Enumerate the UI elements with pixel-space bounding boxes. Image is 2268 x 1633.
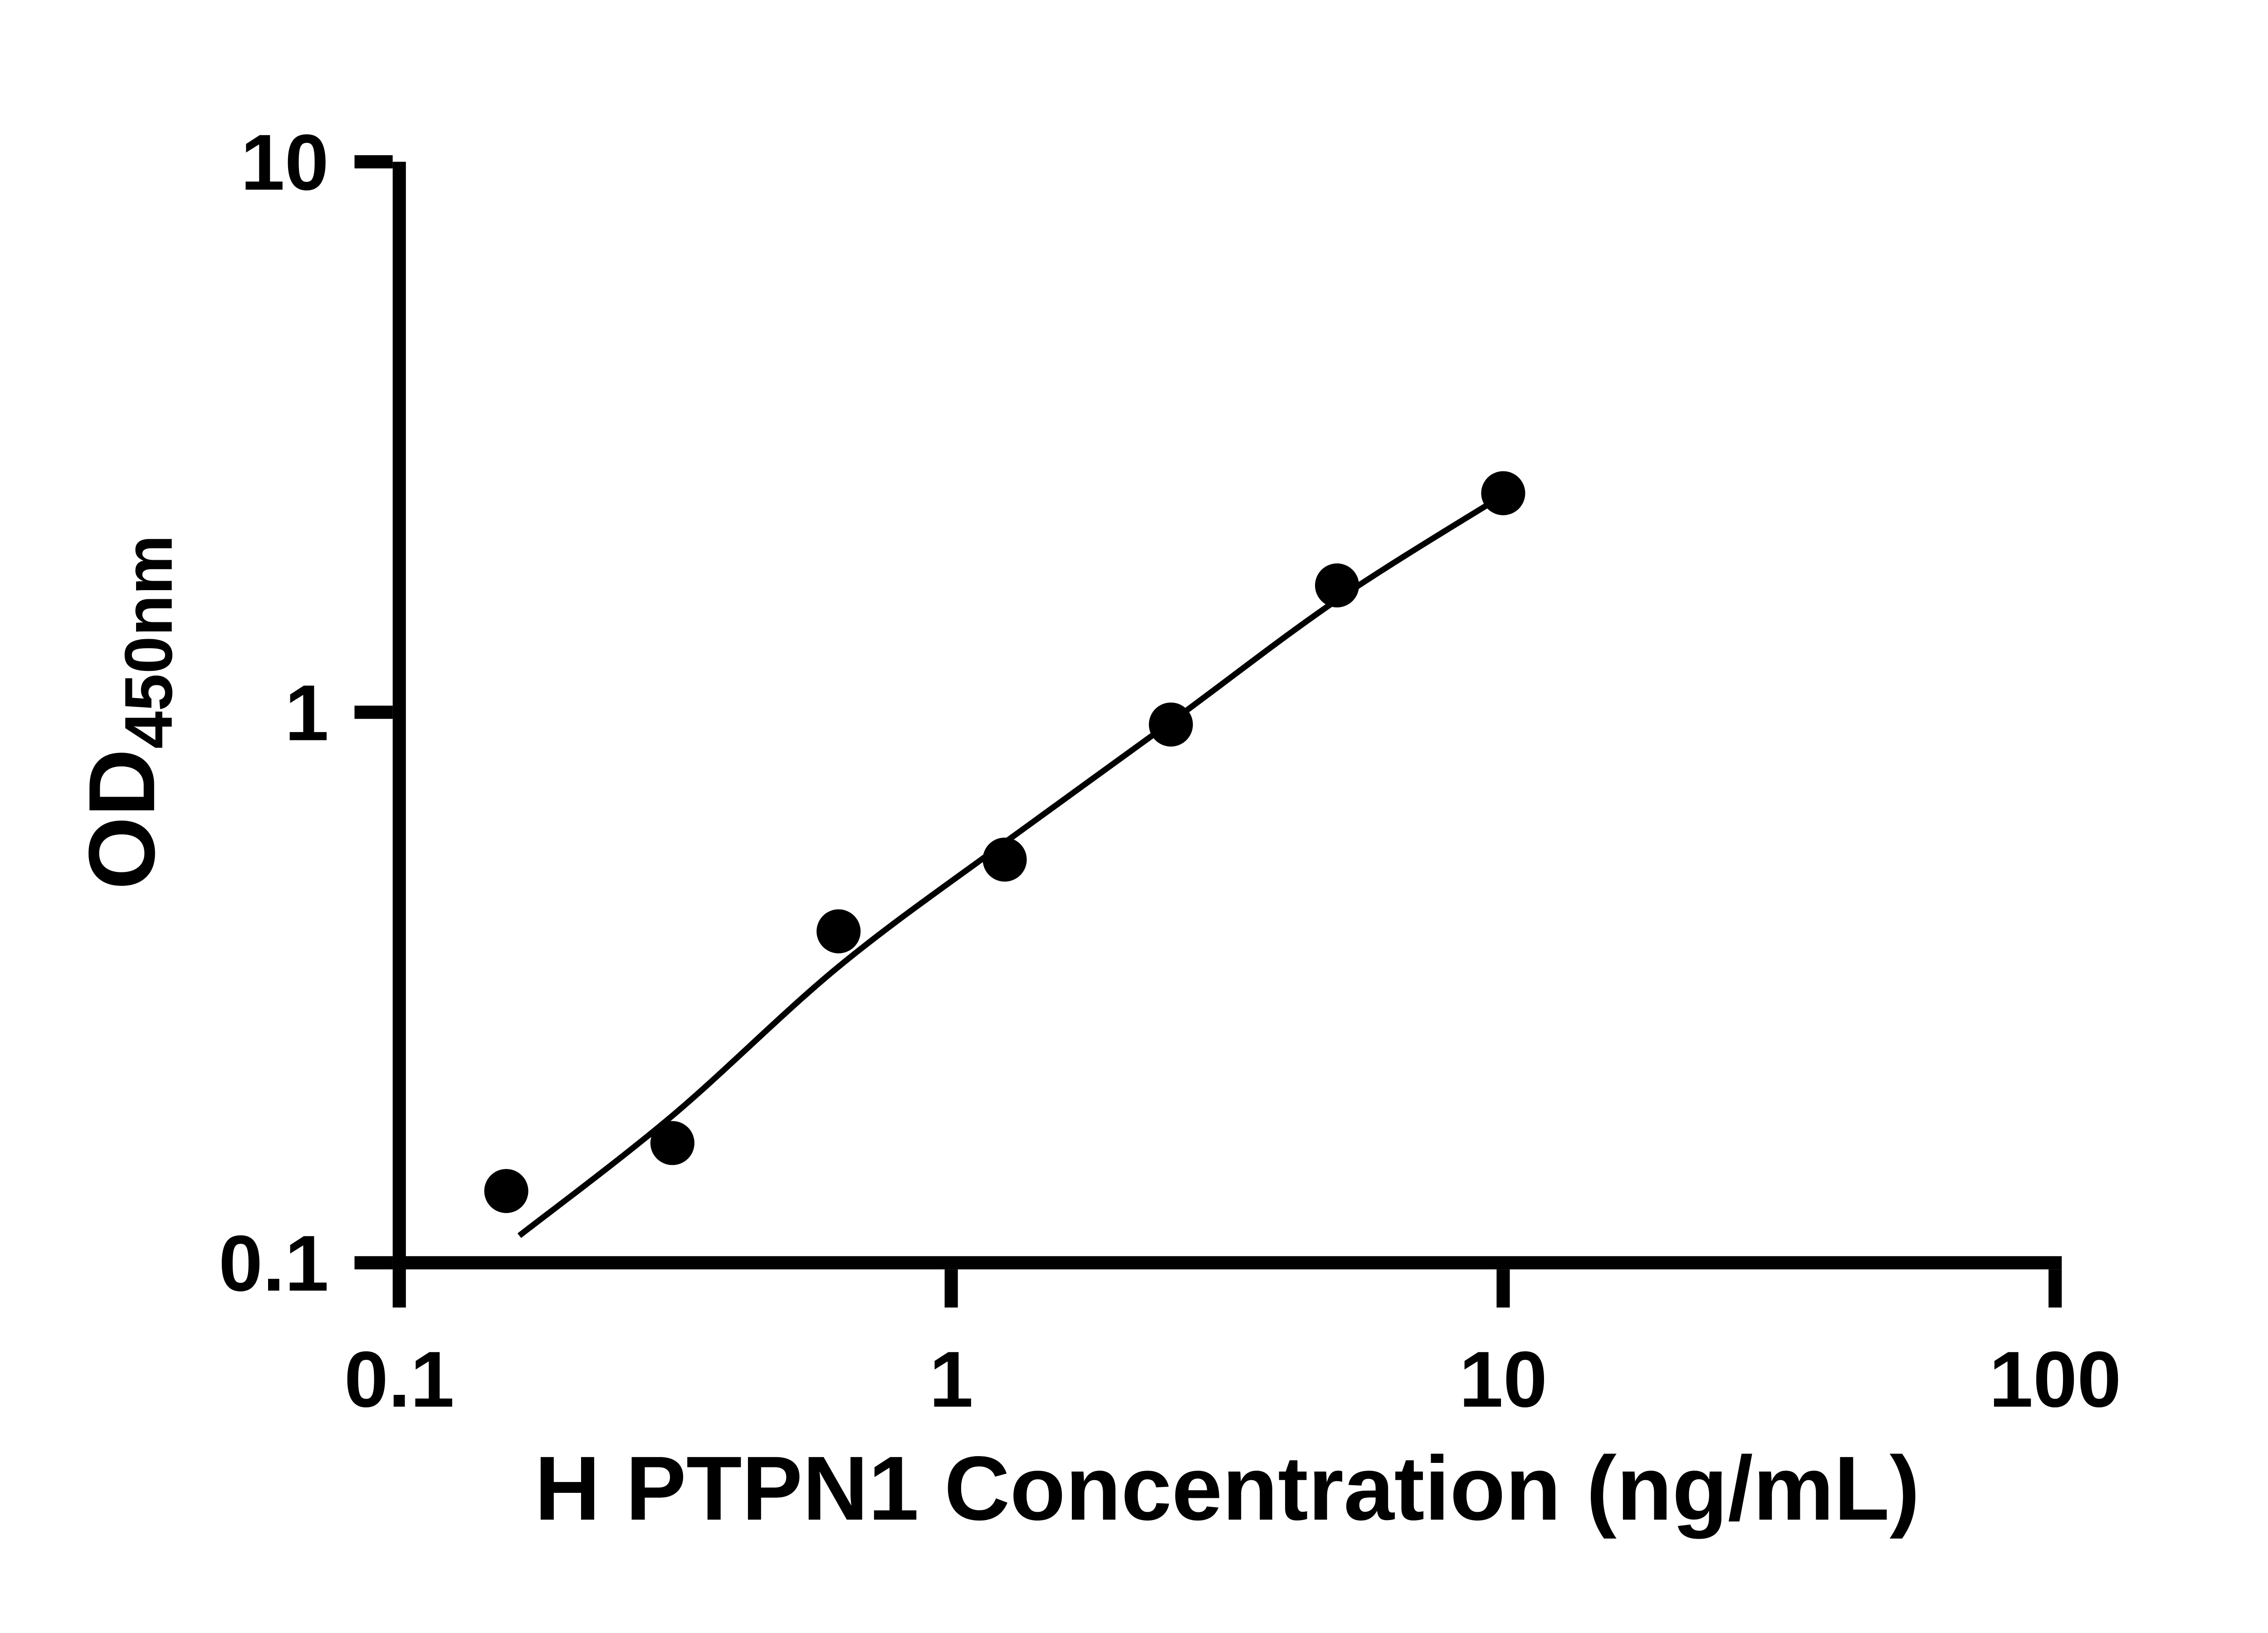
x-tick-label: 1 bbox=[929, 1335, 973, 1424]
x-tick-label: 100 bbox=[1989, 1335, 2121, 1424]
data-point bbox=[650, 1121, 694, 1165]
y-tick-label: 0.1 bbox=[219, 1219, 329, 1308]
data-point bbox=[1149, 702, 1193, 747]
data-point bbox=[816, 909, 861, 953]
y-axis-title: OD450nm bbox=[69, 535, 186, 890]
y-axis-title-subscript: 450nm bbox=[111, 535, 186, 749]
y-tick-label: 1 bbox=[285, 669, 329, 758]
x-axis-title: H PTPN1 Concentration (ng/mL) bbox=[535, 1437, 1920, 1539]
data-point bbox=[1315, 563, 1359, 608]
y-axis-title-main: OD bbox=[69, 749, 174, 890]
y-tick-label: 10 bbox=[241, 118, 329, 207]
data-point bbox=[484, 1169, 528, 1213]
x-tick-label: 0.1 bbox=[344, 1335, 455, 1424]
x-tick-label: 10 bbox=[1459, 1335, 1547, 1424]
data-point bbox=[1481, 471, 1525, 515]
data-point bbox=[982, 837, 1027, 882]
